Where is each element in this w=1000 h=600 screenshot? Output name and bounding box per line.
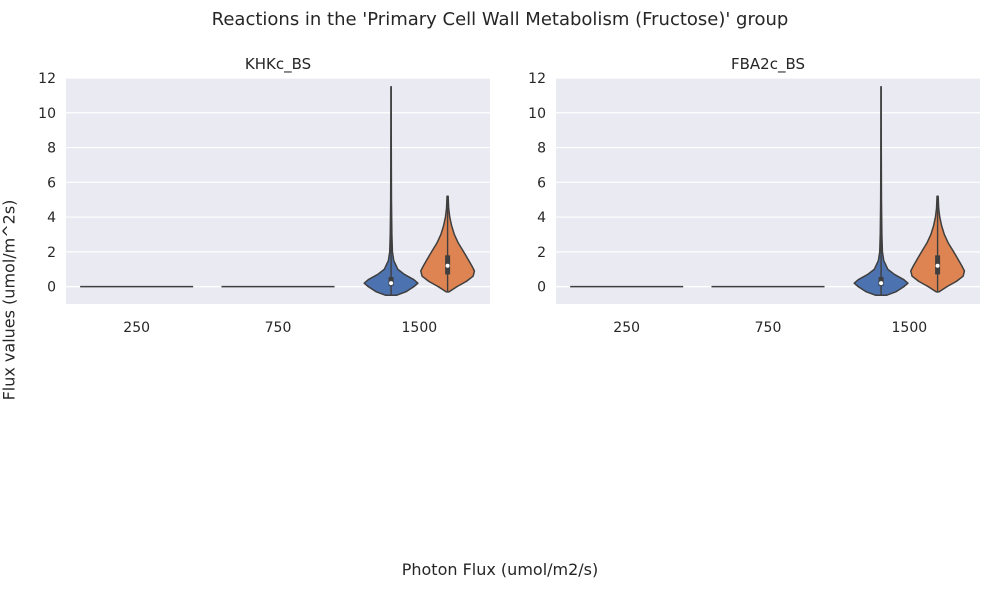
- panel-title: FBA2c_BS: [731, 55, 805, 74]
- plot-area: [556, 78, 980, 304]
- violin-median: [389, 281, 394, 286]
- y-tick-label: 12: [38, 71, 56, 87]
- figure-title: Reactions in the 'Primary Cell Wall Meta…: [211, 9, 789, 30]
- y-tick-label: 12: [528, 71, 546, 87]
- y-tick-label: 4: [47, 210, 56, 226]
- y-tick-label: 2: [537, 245, 546, 261]
- x-tick-label: 1500: [892, 320, 928, 336]
- plot-area: [66, 78, 490, 304]
- x-tick-label: 1500: [402, 320, 438, 336]
- x-axis-label: Photon Flux (umol/m2/s): [401, 560, 599, 579]
- y-tick-label: 6: [47, 175, 56, 191]
- y-tick-label: 8: [47, 141, 56, 157]
- x-tick-label: 250: [123, 320, 150, 336]
- y-axis-label: Flux values (umol/m^2s): [0, 199, 19, 401]
- y-tick-label: 4: [537, 210, 546, 226]
- violin-median: [935, 263, 940, 268]
- y-tick-label: 0: [537, 280, 546, 296]
- violin-median: [445, 263, 450, 268]
- y-tick-label: 10: [528, 106, 546, 122]
- x-tick-label: 250: [613, 320, 640, 336]
- y-tick-label: 2: [47, 245, 56, 261]
- y-tick-label: 6: [537, 175, 546, 191]
- y-tick-label: 10: [38, 106, 56, 122]
- y-tick-label: 8: [537, 141, 546, 157]
- panel-title: KHKc_BS: [245, 55, 311, 74]
- violin-median: [879, 281, 884, 286]
- x-tick-label: 750: [755, 320, 782, 336]
- x-tick-label: 750: [265, 320, 292, 336]
- y-tick-label: 0: [47, 280, 56, 296]
